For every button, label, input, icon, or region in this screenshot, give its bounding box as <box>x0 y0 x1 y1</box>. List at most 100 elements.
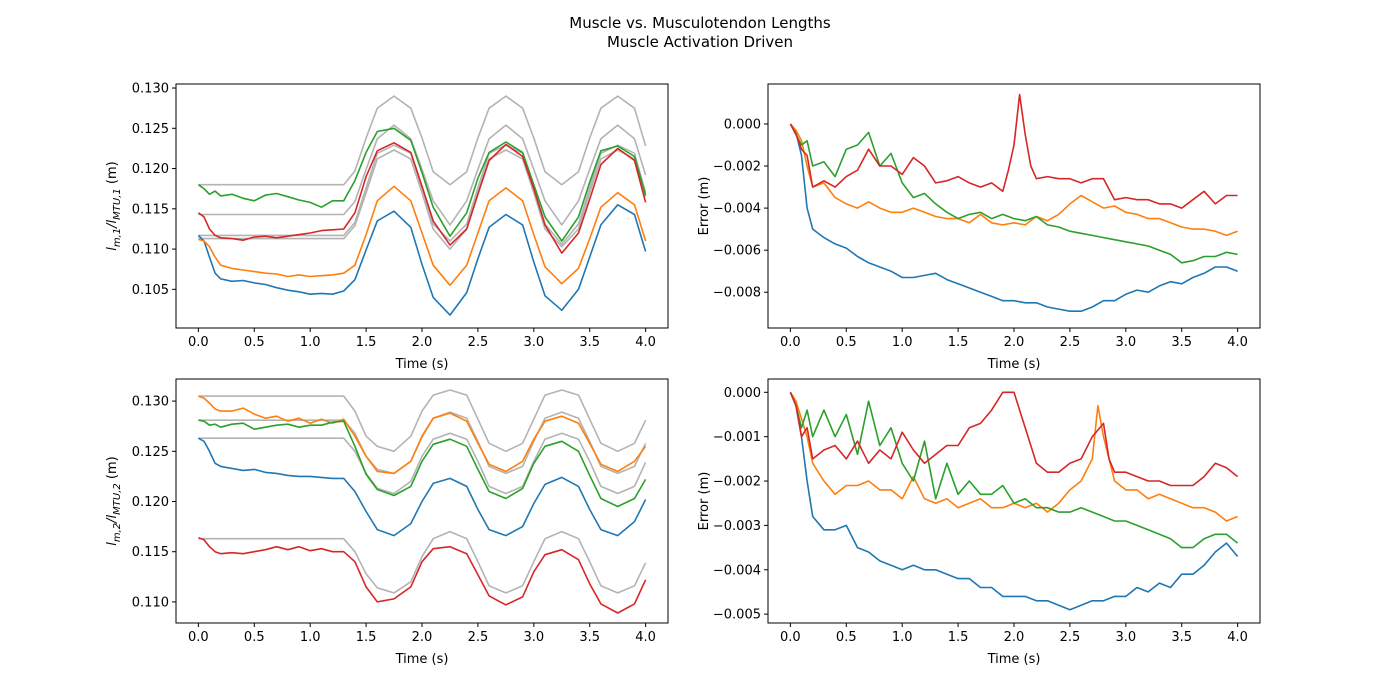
series-line-3 <box>197 127 647 242</box>
x-tick-label: 3.5 <box>1171 630 1192 645</box>
figure-title-line2: Muscle Activation Driven <box>607 33 793 51</box>
series-line-1 <box>789 123 1238 312</box>
x-tick-label: 4.0 <box>635 630 656 645</box>
y-tick-label: −0.004 <box>713 563 761 578</box>
x-tick-label: 2.5 <box>468 335 489 350</box>
figure-title-line1: Muscle vs. Musculotendon Lengths <box>569 14 831 32</box>
plot-lines <box>198 389 647 614</box>
y-axis-label: lm,1/lMTU,1 (m) <box>105 161 123 250</box>
y-tick-label: −0.001 <box>713 430 761 445</box>
y-tick-label: 0.000 <box>724 117 761 132</box>
x-tick-label: 2.5 <box>1060 335 1081 350</box>
x-tick-label: 3.5 <box>579 630 600 645</box>
x-tick-label: 1.0 <box>892 335 913 350</box>
x-tick-label: 4.0 <box>1227 335 1248 350</box>
x-tick-label: 0.5 <box>836 630 857 645</box>
y-tick-label: 0.125 <box>132 445 169 460</box>
y-tick-label: 0.130 <box>132 395 169 410</box>
x-tick-label: 2.0 <box>1004 630 1025 645</box>
reference-line-1 <box>198 95 647 186</box>
x-tick-label: 3.0 <box>523 630 544 645</box>
y-tick-label: −0.005 <box>713 608 761 623</box>
x-tick-label: 3.0 <box>1115 630 1136 645</box>
x-tick-label: 2.5 <box>468 630 489 645</box>
reference-line-4 <box>198 530 647 594</box>
x-tick-label: 2.0 <box>412 335 433 350</box>
y-tick-label: −0.006 <box>713 244 761 259</box>
y-tick-label: −0.004 <box>713 202 761 217</box>
y-tick-label: 0.115 <box>132 545 169 560</box>
y-tick-label: −0.002 <box>713 160 761 175</box>
series-line-2 <box>198 395 647 475</box>
x-tick-label: 2.5 <box>1060 630 1081 645</box>
x-tick-label: 3.0 <box>523 335 544 350</box>
reference-line-1 <box>198 389 647 453</box>
series-line-3 <box>789 391 1239 549</box>
plot-lines <box>789 93 1238 312</box>
reference-line-3 <box>198 144 647 246</box>
series-line-4 <box>197 142 647 254</box>
y-tick-label: 0.110 <box>132 595 169 610</box>
series-line-4 <box>198 536 647 614</box>
y-axis-label: Error (m) <box>697 472 712 531</box>
y-tick-label: −0.003 <box>713 519 761 534</box>
y-tick-label: 0.105 <box>132 283 169 298</box>
x-tick-label: 0.5 <box>244 630 265 645</box>
x-axis-label: Time (s) <box>987 357 1041 372</box>
y-tick-label: −0.002 <box>713 475 761 490</box>
x-tick-label: 0.0 <box>780 335 801 350</box>
y-tick-label: 0.130 <box>132 82 169 97</box>
axes-frame <box>767 83 1261 329</box>
y-tick-label: 0.110 <box>132 243 169 258</box>
x-tick-label: 0.5 <box>244 335 265 350</box>
series-line-2 <box>789 123 1238 237</box>
series-line-1 <box>198 437 647 537</box>
x-tick-label: 3.0 <box>1115 335 1136 350</box>
x-tick-label: 0.0 <box>188 335 209 350</box>
axes-frame <box>767 378 1261 624</box>
x-tick-label: 1.5 <box>356 630 377 645</box>
x-tick-label: 2.0 <box>412 630 433 645</box>
panel-length-muscle-1: 0.0 0.5 1.0 1.5 2.0 2.5 3.0 3.5 4.0 0.105 0.110 0.1… <box>105 82 669 372</box>
plot-lines <box>197 95 647 316</box>
series-line-3 <box>789 123 1238 264</box>
reference-line-2 <box>198 411 647 475</box>
x-tick-label: 4.0 <box>1227 630 1248 645</box>
x-tick-label: 3.5 <box>1171 335 1192 350</box>
x-axis-label: Time (s) <box>987 652 1041 667</box>
series-line-2 <box>789 391 1238 522</box>
panel-error-muscle-2: 0.0 0.5 1.0 1.5 2.0 2.5 3.0 3.5 4.0 −0.005 −0.004 −… <box>697 378 1261 667</box>
series-line-1 <box>789 391 1239 611</box>
x-tick-label: 1.5 <box>356 335 377 350</box>
x-tick-label: 1.5 <box>948 630 969 645</box>
y-tick-label: 0.120 <box>132 495 169 510</box>
x-axis-label: Time (s) <box>395 652 449 667</box>
reference-line-2 <box>198 124 647 226</box>
x-tick-label: 4.0 <box>635 335 656 350</box>
y-axis-label: lm,2/lMTU,2 (m) <box>105 456 123 545</box>
x-tick-label: 0.0 <box>780 630 801 645</box>
x-tick-label: 3.5 <box>579 335 600 350</box>
x-tick-label: 1.0 <box>892 630 913 645</box>
axes-frame <box>175 83 669 329</box>
y-tick-label: 0.115 <box>132 202 169 217</box>
y-tick-label: −0.008 <box>713 286 761 301</box>
series-line-4 <box>789 391 1239 487</box>
series-line-2 <box>198 185 647 287</box>
series-line-1 <box>197 204 647 316</box>
x-tick-label: 1.0 <box>300 335 321 350</box>
x-tick-label: 1.5 <box>948 335 969 350</box>
x-tick-label: 2.0 <box>1004 335 1025 350</box>
x-axis-label: Time (s) <box>395 357 449 372</box>
panel-length-muscle-2: 0.0 0.5 1.0 1.5 2.0 2.5 3.0 3.5 4.0 0.110 0.115 0.1… <box>105 378 669 667</box>
series-line-4 <box>789 93 1238 209</box>
x-tick-label: 0.0 <box>188 630 209 645</box>
reference-line-3 <box>198 432 647 495</box>
series-line-3 <box>198 419 647 508</box>
x-tick-label: 1.0 <box>300 630 321 645</box>
y-axis-label: Error (m) <box>697 177 712 236</box>
y-tick-label: 0.120 <box>132 162 169 177</box>
x-tick-label: 0.5 <box>836 335 857 350</box>
